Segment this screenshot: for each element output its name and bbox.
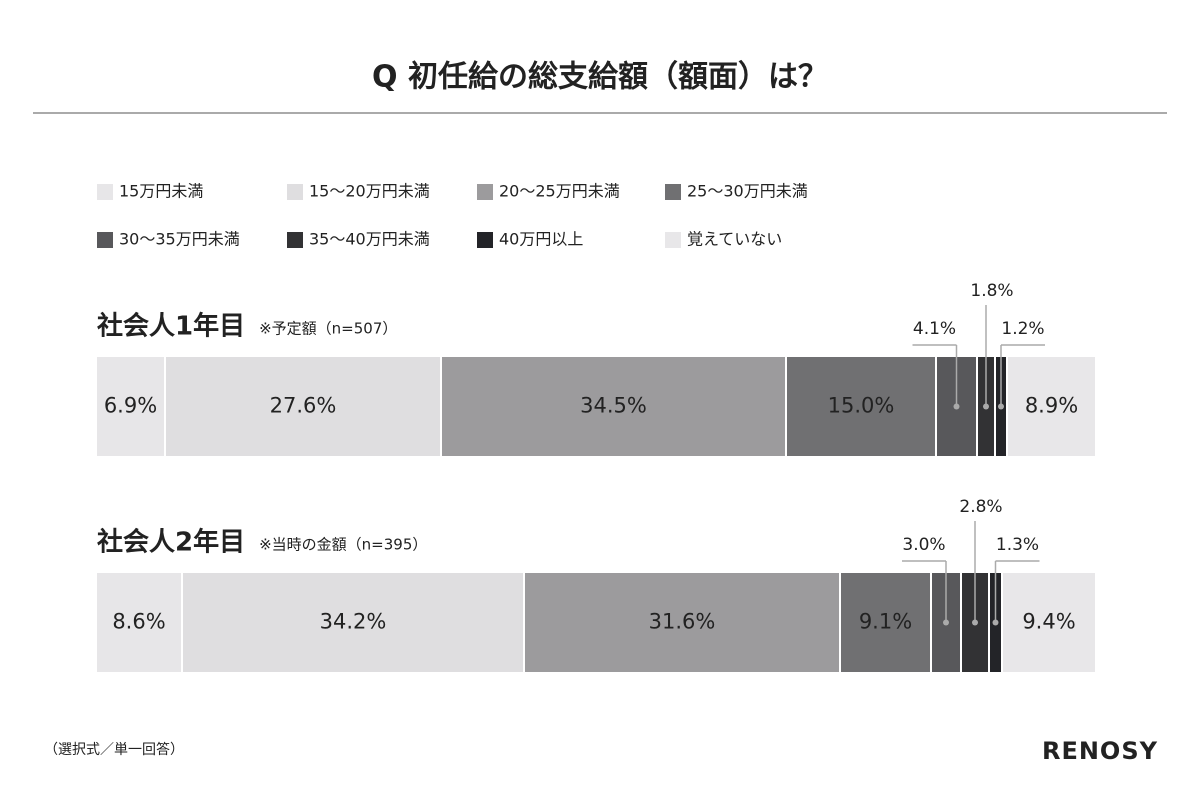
chart-title: Q 初任給の総支給額（額面）は？ <box>372 60 828 95</box>
category-label: 社会人1年目 <box>97 311 245 342</box>
data-label: 27.6% <box>270 394 337 418</box>
footnote: （選択式／単一回答） <box>44 741 184 758</box>
legend-label: 30〜35万円未満 <box>119 230 240 249</box>
data-label: 9.1% <box>859 610 912 634</box>
data-label: 34.2% <box>320 610 387 634</box>
data-label: 1.2% <box>1001 319 1044 339</box>
bar-segment <box>1003 573 1095 672</box>
category-note: ※予定額（n=507） <box>259 320 397 338</box>
data-label: 9.4% <box>1022 610 1075 634</box>
data-label: 8.6% <box>112 610 165 634</box>
data-label: 34.5% <box>580 394 647 418</box>
legend-swatch <box>665 184 681 200</box>
legend-swatch <box>287 184 303 200</box>
category-label: 社会人2年目 <box>97 527 245 558</box>
bar-segment <box>1008 357 1095 456</box>
legend-swatch <box>97 232 113 248</box>
bar-segment <box>166 357 440 456</box>
category-note: ※当時の金額（n=395） <box>259 536 427 554</box>
data-label: 3.0% <box>902 535 945 555</box>
legend-swatch <box>477 232 493 248</box>
legend-label: 40万円以上 <box>499 230 583 249</box>
data-label: 1.8% <box>970 281 1013 301</box>
data-label: 4.1% <box>913 319 956 339</box>
legend-label: 20〜25万円未満 <box>499 182 620 201</box>
legend-label: 覚えていない <box>687 230 782 249</box>
bar-segment <box>183 573 523 672</box>
legend-label: 25〜30万円未満 <box>687 182 808 201</box>
legend-label: 15〜20万円未満 <box>309 182 430 201</box>
bar-segment <box>97 357 164 456</box>
legend-swatch <box>287 232 303 248</box>
legend-label: 35〜40万円未満 <box>309 230 430 249</box>
legend-swatch <box>477 184 493 200</box>
bar-segment <box>525 573 839 672</box>
bar-segment <box>442 357 785 456</box>
data-label: 6.9% <box>104 394 157 418</box>
logo: RENOSY <box>1042 737 1158 765</box>
legend-swatch <box>665 232 681 248</box>
legend-label: 15万円未満 <box>119 182 203 201</box>
data-label: 15.0% <box>828 394 895 418</box>
data-label: 1.3% <box>996 535 1039 555</box>
bar-segment <box>97 573 181 672</box>
bar-segment <box>787 357 935 456</box>
data-label: 8.9% <box>1025 394 1078 418</box>
data-label: 31.6% <box>649 610 716 634</box>
bar-segment <box>841 573 930 672</box>
legend-swatch <box>97 184 113 200</box>
data-label: 2.8% <box>959 497 1002 517</box>
